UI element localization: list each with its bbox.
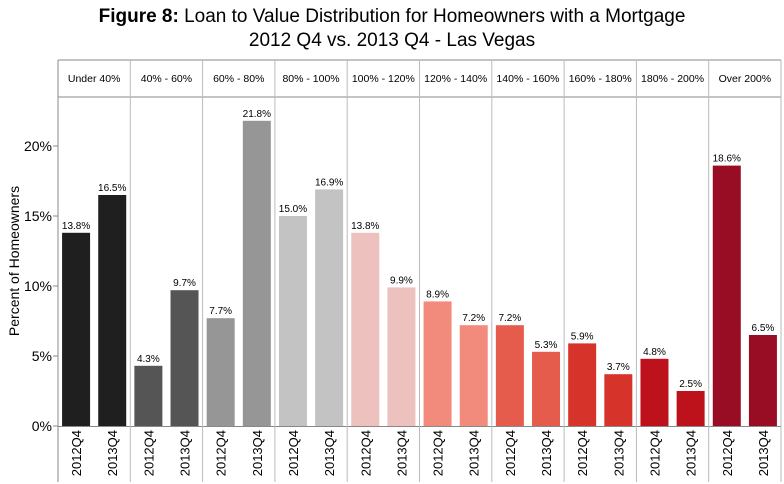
bar-value-label: 7.2%	[462, 313, 485, 324]
y-tick-label: 20%	[24, 138, 52, 154]
x-tick-label: 2012Q4	[214, 430, 229, 476]
chart-title-text: Loan to Value Distribution for Homeowner…	[184, 6, 686, 27]
bar	[387, 287, 416, 426]
group-header-label: 60% - 80%	[213, 73, 264, 85]
bar	[315, 189, 344, 426]
x-tick-label: 2013Q4	[539, 430, 554, 476]
x-tick-label: 2012Q4	[575, 430, 590, 476]
group-header-label: 180% - 200%	[641, 73, 704, 85]
bar-value-label: 15.0%	[279, 204, 307, 215]
y-tick-label: 10%	[24, 278, 52, 294]
group-header-label: Under 40%	[68, 73, 121, 85]
x-tick-label: 2013Q4	[105, 430, 120, 476]
x-tick-label: 2012Q4	[503, 430, 518, 476]
x-tick-label: 2012Q4	[647, 430, 662, 476]
bar-value-label: 6.5%	[752, 323, 775, 334]
y-tick-label: 5%	[32, 348, 52, 364]
bar-value-label: 5.3%	[535, 340, 558, 351]
bar-value-label: 13.8%	[62, 221, 90, 232]
x-tick-label: 2012Q4	[358, 430, 373, 476]
x-tick-label: 2013Q4	[467, 430, 482, 476]
bar	[351, 232, 380, 426]
bar	[242, 120, 271, 427]
bar-value-label: 3.7%	[607, 362, 630, 373]
bar-value-label: 5.9%	[571, 331, 594, 342]
bar	[459, 325, 488, 426]
bar-value-label: 7.2%	[498, 313, 521, 324]
group-header-label: 140% - 160%	[496, 73, 559, 85]
x-tick-label: 2012Q4	[141, 430, 156, 476]
bar-value-label: 8.9%	[426, 289, 449, 300]
x-tick-label: 2013Q4	[394, 430, 409, 476]
bar	[98, 195, 127, 426]
chart-title: Figure 8: Loan to Value Distribution for…	[0, 6, 784, 28]
bar	[134, 365, 163, 426]
x-tick-label: 2012Q4	[720, 430, 735, 476]
bar	[568, 343, 597, 426]
bar-value-label: 18.6%	[713, 154, 741, 165]
bar	[170, 290, 199, 426]
x-tick-label: 2012Q4	[69, 430, 84, 476]
bar-value-label: 4.8%	[643, 347, 666, 358]
bar-value-label: 7.7%	[209, 306, 232, 317]
y-tick-label: 15%	[24, 208, 52, 224]
bar	[206, 318, 235, 426]
bar	[278, 216, 307, 426]
x-tick-label: 2013Q4	[611, 430, 626, 476]
chart-title-prefix: Figure 8:	[98, 6, 179, 27]
bar-value-label: 2.5%	[679, 379, 702, 390]
bar	[712, 165, 741, 426]
group-header-label: 80% - 100%	[282, 73, 339, 85]
bar-value-label: 9.7%	[173, 278, 196, 289]
group-header-label: 160% - 180%	[569, 73, 632, 85]
x-tick-label: 2012Q4	[431, 430, 446, 476]
group-header-label: 100% - 120%	[352, 73, 415, 85]
bar	[676, 391, 705, 426]
bar	[604, 374, 633, 426]
y-axis-label: Percent of Homeowners	[6, 186, 22, 336]
group-header-label: Over 200%	[719, 73, 772, 85]
bar	[62, 232, 91, 426]
bar	[423, 301, 452, 426]
bar	[640, 358, 669, 426]
bar	[495, 325, 524, 426]
bar-value-label: 4.3%	[137, 354, 160, 365]
bar	[532, 351, 561, 426]
group-header-label: 120% - 140%	[424, 73, 487, 85]
bar	[748, 335, 777, 426]
bar-value-label: 21.8%	[243, 109, 271, 120]
bar-value-label: 16.5%	[98, 183, 126, 194]
x-tick-label: 2013Q4	[756, 430, 771, 476]
bar-value-label: 13.8%	[351, 221, 379, 232]
x-tick-label: 2013Q4	[684, 430, 699, 476]
chart-subtitle: 2012 Q4 vs. 2013 Q4 - Las Vegas	[248, 30, 536, 51]
x-tick-label: 2013Q4	[322, 430, 337, 476]
x-tick-label: 2012Q4	[286, 430, 301, 476]
bar-value-label: 16.9%	[315, 177, 343, 188]
bar-value-label: 9.9%	[390, 275, 413, 286]
group-header-label: 40% - 60%	[141, 73, 192, 85]
x-tick-label: 2013Q4	[250, 430, 265, 476]
x-tick-label: 2013Q4	[178, 430, 193, 476]
y-tick-label: 0%	[32, 418, 52, 434]
